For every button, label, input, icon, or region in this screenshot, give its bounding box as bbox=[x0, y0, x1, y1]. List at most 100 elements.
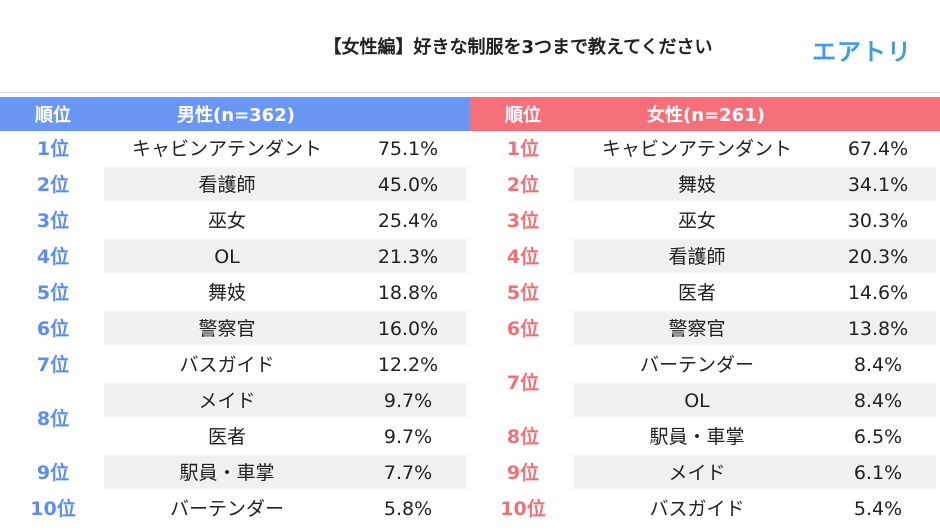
female-ranking-table: 順位 女性(n=261) キャビンアテンダント 67.4% 舞妓 34.1% 巫女 30.… bbox=[470, 97, 940, 527]
percentage: 6.1% bbox=[853, 462, 903, 484]
table-row: 駅員・車掌 6.5% bbox=[470, 419, 940, 455]
uniform-name: 舞妓 bbox=[207, 282, 246, 304]
percentage: 25.4% bbox=[377, 210, 439, 232]
uniform-name: 看護師 bbox=[668, 246, 726, 268]
uniform-name: キャビンアテンダント bbox=[601, 138, 792, 160]
percentage: 45.0% bbox=[377, 174, 439, 196]
percentage: 34.1% bbox=[847, 174, 909, 196]
percentage: 7.7% bbox=[383, 462, 433, 484]
uniform-name: メイド bbox=[668, 462, 726, 484]
table-row: メイド 6.1% bbox=[470, 455, 940, 491]
table-row: 看護師 45.0% bbox=[0, 167, 470, 203]
table-row: OL 8.4% bbox=[470, 383, 940, 419]
row-background bbox=[574, 239, 936, 273]
percentage: 6.5% bbox=[853, 426, 903, 448]
percentage: 20.3% bbox=[847, 246, 909, 268]
percentage: 8.4% bbox=[853, 354, 903, 376]
row-background bbox=[574, 311, 936, 345]
table-row: OL 21.3% bbox=[0, 239, 470, 275]
uniform-name: メイド bbox=[198, 390, 256, 412]
table-row: 駅員・車掌 7.7% bbox=[0, 455, 470, 491]
rank-label: 9位 bbox=[506, 462, 540, 484]
rank-label: 2位 bbox=[506, 174, 540, 196]
uniform-name: 駅員・車掌 bbox=[649, 426, 745, 448]
uniform-name: 巫女 bbox=[207, 210, 246, 232]
male-rows: キャビンアテンダント 75.1% 看護師 45.0% 巫女 25.4% OL 21.3% 舞妓 1… bbox=[0, 131, 470, 527]
rank-label: 3位 bbox=[36, 210, 70, 232]
table-row: バスガイド 12.2% bbox=[0, 347, 470, 383]
table-row: 巫女 30.3% bbox=[470, 203, 940, 239]
rank-label: 5位 bbox=[36, 282, 70, 304]
row-background bbox=[574, 167, 936, 201]
row-background bbox=[104, 167, 466, 201]
rank-label: 6位 bbox=[506, 318, 540, 340]
female-table-header: 順位 女性(n=261) bbox=[470, 97, 940, 131]
table-row: 舞妓 18.8% bbox=[0, 275, 470, 311]
rank-label: 6位 bbox=[36, 318, 70, 340]
page-title: 【女性編】好きな制服を3つまで教えてください bbox=[323, 37, 713, 58]
percentage: 5.8% bbox=[383, 498, 433, 520]
table-row: 医者 9.7% bbox=[0, 419, 470, 455]
rank-label: 1位 bbox=[506, 138, 540, 160]
uniform-name: 警察官 bbox=[198, 318, 256, 340]
percentage: 13.8% bbox=[847, 318, 909, 340]
table-row: 警察官 16.0% bbox=[0, 311, 470, 347]
uniform-name: 駅員・車掌 bbox=[179, 462, 275, 484]
rank-label: 1位 bbox=[36, 138, 70, 160]
row-background bbox=[104, 311, 466, 345]
row-background bbox=[574, 455, 936, 489]
uniform-name: OL bbox=[684, 390, 710, 412]
uniform-name: 舞妓 bbox=[677, 174, 716, 196]
female-rows: キャビンアテンダント 67.4% 舞妓 34.1% 巫女 30.3% 看護師 20.3% 医者 1… bbox=[470, 131, 940, 527]
rank-label: 10位 bbox=[500, 498, 546, 520]
uniform-name: 警察官 bbox=[668, 318, 726, 340]
percentage: 12.2% bbox=[377, 354, 439, 376]
rank-label: 4位 bbox=[36, 246, 70, 268]
uniform-name: OL bbox=[214, 246, 240, 268]
rank-label: 9位 bbox=[36, 462, 70, 484]
rank-label: 4位 bbox=[506, 246, 540, 268]
table-row: バスガイド 5.4% bbox=[470, 491, 940, 527]
male-table-header: 順位 男性(n=362) bbox=[0, 97, 470, 131]
table-row: メイド 9.7% bbox=[0, 383, 470, 419]
table-row: キャビンアテンダント 75.1% bbox=[0, 131, 470, 167]
uniform-name: 巫女 bbox=[677, 210, 716, 232]
row-background bbox=[574, 383, 936, 417]
table-row: バーテンダー 8.4% bbox=[470, 347, 940, 383]
row-background bbox=[104, 383, 466, 417]
female-group-header: 女性(n=261) bbox=[647, 105, 765, 126]
percentage: 14.6% bbox=[847, 282, 909, 304]
table-row: キャビンアテンダント 67.4% bbox=[470, 131, 940, 167]
female-rank-header: 順位 bbox=[505, 105, 541, 126]
percentage: 21.3% bbox=[377, 246, 439, 268]
uniform-name: バスガイド bbox=[649, 498, 745, 520]
table-row: 警察官 13.8% bbox=[470, 311, 940, 347]
row-background bbox=[104, 455, 466, 489]
row-background bbox=[104, 239, 466, 273]
table-row: 舞妓 34.1% bbox=[470, 167, 940, 203]
percentage: 16.0% bbox=[377, 318, 439, 340]
uniform-name: バスガイド bbox=[179, 354, 275, 376]
uniform-name: キャビンアテンダント bbox=[131, 138, 322, 160]
percentage: 9.7% bbox=[383, 426, 433, 448]
table-row: 巫女 25.4% bbox=[0, 203, 470, 239]
uniform-name: バーテンダー bbox=[169, 498, 284, 520]
percentage: 67.4% bbox=[847, 138, 909, 160]
male-group-header: 男性(n=362) bbox=[177, 105, 295, 126]
rank-label: 10位 bbox=[30, 498, 76, 520]
rank-label: 2位 bbox=[36, 174, 70, 196]
percentage: 9.7% bbox=[383, 390, 433, 412]
rank-label: 8位 bbox=[506, 426, 540, 448]
percentage: 30.3% bbox=[847, 210, 909, 232]
uniform-name: 看護師 bbox=[198, 174, 256, 196]
table-row: 看護師 20.3% bbox=[470, 239, 940, 275]
rank-label: 7位 bbox=[36, 354, 70, 376]
uniform-name: バーテンダー bbox=[639, 354, 754, 376]
percentage: 5.4% bbox=[853, 498, 903, 520]
percentage: 18.8% bbox=[377, 282, 439, 304]
table-row: 医者 14.6% bbox=[470, 275, 940, 311]
rank-label: 5位 bbox=[506, 282, 540, 304]
uniform-name: 医者 bbox=[677, 282, 716, 304]
rank-label: 3位 bbox=[506, 210, 540, 232]
rank-label: 8位 bbox=[36, 408, 70, 430]
